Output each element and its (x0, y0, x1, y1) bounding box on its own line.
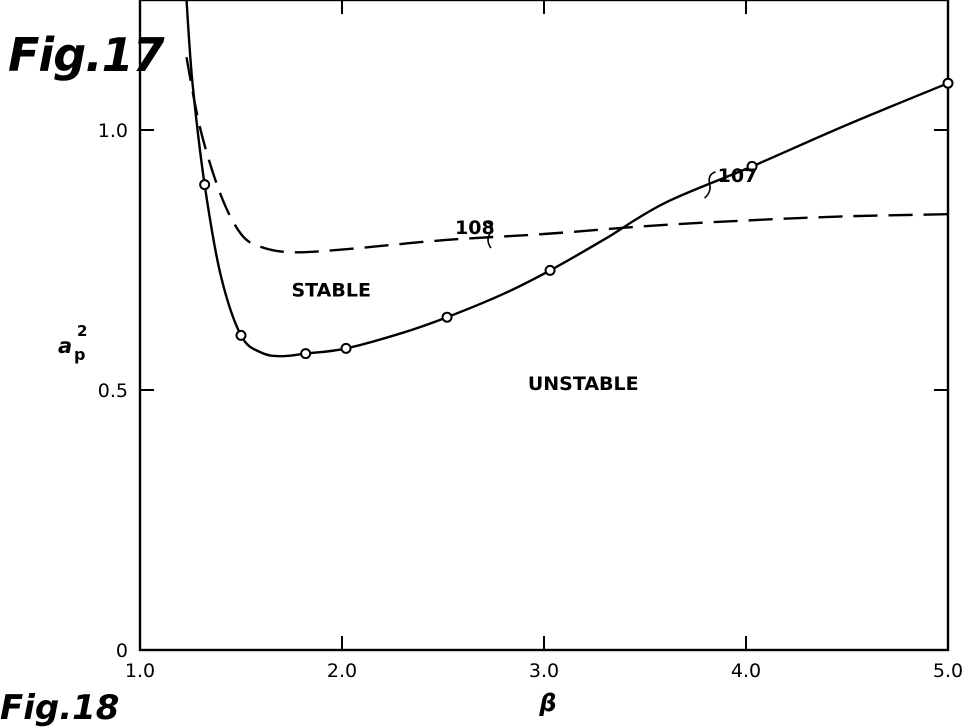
x-axis-label: β (538, 689, 556, 717)
data-point-107 (340, 342, 352, 354)
x-tick-label: 5.0 (933, 660, 963, 682)
region-annotation-stable: STABLE (292, 279, 371, 301)
axes-layer (138, 0, 950, 652)
y-axis-label-superscript: 2 (77, 322, 87, 340)
x-tick-label: 3.0 (529, 660, 559, 682)
series-line-108 (185, 56, 949, 254)
y-axis-label-subscript: p (74, 345, 85, 364)
next-figure-title: Fig.18 (0, 688, 119, 728)
curve-label-108: 108 (455, 217, 495, 239)
x-tick-label: 4.0 (731, 660, 761, 682)
y-tick-label: 1.0 (98, 120, 128, 142)
x-tick-label: 2.0 (327, 660, 357, 682)
series-layer (185, 0, 954, 360)
x-tick-label: 1.0 (125, 660, 155, 682)
curve-label-107: 107 (718, 165, 758, 187)
label-layer: 1.0 2.0 3.0 4.0 5.0 0 0.5 1.0 β a2 p 107 108 STABLE UN… (58, 120, 963, 717)
next-figure-title-text: Fig.18 (0, 688, 120, 728)
plot-frame (138, 0, 950, 652)
curve-label-leader (704, 171, 716, 199)
data-point-107 (942, 77, 954, 89)
series-line-107 (185, 0, 949, 358)
data-point-107 (746, 160, 758, 172)
y-axis-label: a (58, 334, 72, 358)
data-point-107 (544, 264, 556, 276)
data-point-107 (235, 329, 247, 341)
y-tick-label: 0.5 (98, 380, 128, 402)
y-tick-label: 0 (116, 640, 128, 662)
data-point-107 (441, 311, 453, 323)
figure-title: Fig.17 (8, 28, 165, 82)
data-point-107 (199, 179, 211, 191)
curve-label-leader (484, 221, 493, 249)
data-point-107 (300, 348, 312, 360)
region-annotation-unstable: UNSTABLE (528, 373, 639, 395)
